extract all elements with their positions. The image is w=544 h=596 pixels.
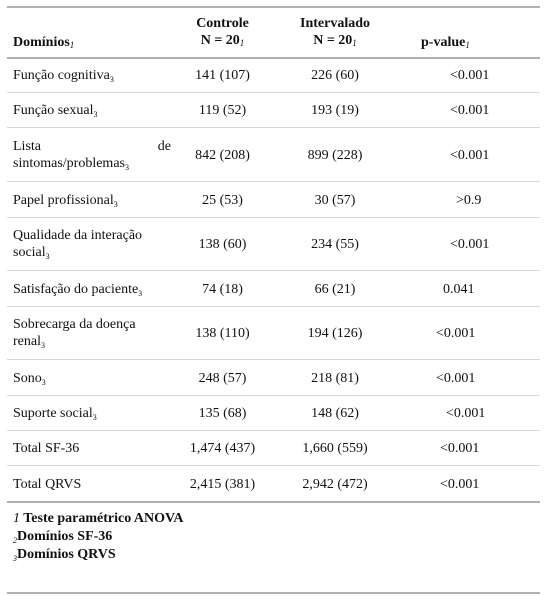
footnote: 3Domínios QRVS <box>13 547 116 563</box>
table-cell-intervalado: 30 (57) <box>314 193 356 208</box>
table-cell-controle: 248 (57) <box>198 371 247 386</box>
header-p-value: p-value1 <box>421 35 470 50</box>
table-bottom-rule <box>7 501 540 503</box>
table-cell-p: <0.001 <box>440 441 480 456</box>
table-cell-p: <0.001 <box>450 103 490 118</box>
table-cell-intervalado: 194 (126) <box>307 326 363 341</box>
table-cell-controle: 138 (110) <box>195 326 250 341</box>
row-divider <box>7 465 540 466</box>
table-cell-p: <0.001 <box>450 237 490 252</box>
table-cell-p: >0.9 <box>456 193 482 208</box>
table-cell-controle: 119 (52) <box>198 103 247 118</box>
footnote: 2Domínios SF-36 <box>13 529 113 545</box>
table-row-domain: Função sexual3 <box>13 103 98 119</box>
table-cell-controle: 25 (53) <box>202 193 243 208</box>
header-intervalado: Intervalado N = 201 <box>300 16 370 48</box>
row-divider <box>7 430 540 431</box>
table-cell-intervalado: 66 (21) <box>314 282 356 297</box>
table-cell-controle: 135 (68) <box>198 406 247 421</box>
table-cell-controle: 2,415 (381) <box>189 477 256 492</box>
table-cell-intervalado: 226 (60) <box>311 68 359 83</box>
table-cell-intervalado: 1,660 (559) <box>302 441 368 456</box>
table-cell-p: <0.001 <box>436 326 476 341</box>
table-cell-controle: 141 (107) <box>195 68 250 83</box>
header-dominios: Domínios1 <box>13 35 75 50</box>
table-cell-controle: 138 (60) <box>198 237 247 252</box>
table-cell-p: <0.001 <box>440 477 480 492</box>
table-cell-intervalado: 193 (19) <box>311 103 359 118</box>
row-divider <box>7 181 540 182</box>
table-row-domain: Qualidade da interação social3 <box>13 228 143 261</box>
table-cell-p: <0.001 <box>446 406 486 421</box>
table-row-domain: Função cognitiva3 <box>13 68 114 84</box>
table-row-domain: Lista de sintomas/problemas3 <box>13 139 171 172</box>
table-row-domain: Papel profissional3 <box>13 193 118 209</box>
page-bottom-rule <box>7 592 540 594</box>
table-cell-controle: 842 (208) <box>195 148 250 163</box>
table-cell-intervalado: 218 (81) <box>311 371 359 386</box>
table-cell-intervalado: 148 (62) <box>311 406 359 421</box>
table-row-domain: Sobrecarga da doença renal3 <box>13 317 136 350</box>
footnote: 1 Teste paramétrico ANOVA <box>13 511 184 526</box>
header-controle: Controle N = 201 <box>196 16 249 48</box>
table-cell-p: <0.001 <box>450 68 490 83</box>
row-divider <box>7 270 540 271</box>
header-bottom-rule <box>7 57 540 59</box>
row-divider <box>7 359 540 360</box>
table-row-domain: Total SF-36 <box>13 441 80 456</box>
row-divider <box>7 395 540 396</box>
table-row-domain: Total QRVS <box>13 477 82 492</box>
table-cell-intervalado: 899 (228) <box>307 148 363 163</box>
table-row-domain: Satisfação do paciente3 <box>13 282 143 298</box>
table-row-domain: Sono3 <box>13 371 46 387</box>
table-top-rule <box>7 6 540 8</box>
row-divider <box>7 92 540 93</box>
table-row-domain: Suporte social3 <box>13 406 97 422</box>
row-divider <box>7 127 540 128</box>
row-divider <box>7 306 540 307</box>
table-cell-p: 0.041 <box>443 282 475 297</box>
table-cell-controle: 1,474 (437) <box>189 441 256 456</box>
table-cell-intervalado: 2,942 (472) <box>302 477 368 492</box>
table-cell-p: <0.001 <box>436 371 476 386</box>
row-divider <box>7 217 540 218</box>
table-cell-controle: 74 (18) <box>202 282 243 297</box>
table-cell-p: <0.001 <box>450 148 490 163</box>
table-cell-intervalado: 234 (55) <box>311 237 359 252</box>
